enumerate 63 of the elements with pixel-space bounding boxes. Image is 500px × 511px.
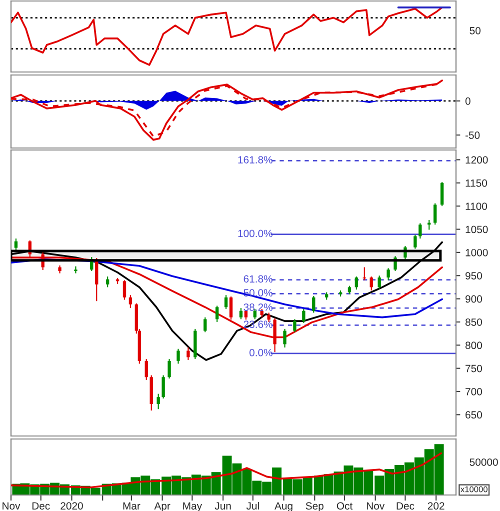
candlestick bbox=[215, 305, 219, 323]
candlestick bbox=[74, 266, 78, 274]
y-tick-label: 750 bbox=[466, 364, 482, 372]
candlestick bbox=[176, 348, 180, 364]
annotation: 161.8% bbox=[238, 156, 272, 164]
candlestick bbox=[122, 280, 126, 300]
candlestick bbox=[106, 276, 110, 288]
candlestick bbox=[302, 308, 306, 324]
candlestick bbox=[14, 238, 18, 251]
line-series bbox=[11, 241, 443, 361]
y-tick-label: 700 bbox=[466, 388, 482, 396]
candlestick bbox=[204, 316, 207, 333]
candlestick bbox=[354, 276, 358, 290]
candlestick bbox=[370, 276, 373, 292]
candlestick bbox=[434, 202, 437, 226]
y-tick-label: 1150 bbox=[466, 179, 488, 187]
x-tick-label: Dec bbox=[396, 502, 414, 510]
y-tick-label: 800 bbox=[465, 342, 482, 350]
x-tick-label: 202 bbox=[428, 502, 444, 510]
candlestick bbox=[362, 266, 366, 281]
y-tick-label: 650 bbox=[466, 411, 482, 419]
candlestick bbox=[186, 346, 190, 361]
annotation: 38.2% bbox=[244, 303, 272, 311]
candlestick bbox=[378, 275, 381, 290]
annotation: 50.0% bbox=[244, 289, 272, 296]
text: 50000 bbox=[470, 458, 498, 466]
candlestick bbox=[224, 294, 228, 310]
annotation: 0.0% bbox=[249, 348, 272, 356]
y-tick-label: 1200 bbox=[466, 156, 488, 164]
x-tick-label: Nov bbox=[366, 502, 385, 510]
x-tick-label: Jun bbox=[214, 502, 231, 510]
y-tick-label: 950 bbox=[466, 272, 482, 280]
y-tick-label: 850 bbox=[465, 318, 482, 326]
candlestick bbox=[440, 181, 444, 207]
y-tick-label: 1050 bbox=[466, 226, 488, 234]
candlestick bbox=[293, 318, 296, 333]
y-tick-label: 1000 bbox=[466, 248, 488, 256]
candlestick bbox=[128, 294, 132, 309]
candlestick bbox=[414, 234, 417, 250]
y-tick-label: 1100 bbox=[466, 202, 488, 210]
candlestick bbox=[386, 268, 390, 281]
x-tick-label: Mar bbox=[123, 502, 140, 510]
y-tick-label: 900 bbox=[466, 295, 482, 303]
y-tick-label: 0 bbox=[465, 97, 470, 105]
x-tick-label: Oct bbox=[336, 502, 353, 510]
x-tick-label: Nov bbox=[2, 502, 20, 510]
text: 50 bbox=[470, 26, 481, 34]
candlestick bbox=[229, 296, 233, 320]
text: x10000 bbox=[460, 486, 488, 492]
y-tick-label: -50 bbox=[465, 132, 480, 139]
candlestick bbox=[144, 358, 148, 380]
x-tick-label: 2020 bbox=[60, 502, 83, 510]
candlestick bbox=[418, 222, 422, 240]
x-tick-label: Dec bbox=[32, 502, 50, 510]
candlestick bbox=[168, 358, 171, 380]
candlestick bbox=[312, 295, 316, 314]
candlestick bbox=[239, 308, 243, 320]
candlestick bbox=[283, 328, 286, 348]
x-tick-label: Jul bbox=[246, 502, 259, 510]
candlestick bbox=[156, 393, 160, 410]
candlestick bbox=[162, 374, 165, 400]
annotation: 100.0% bbox=[238, 230, 272, 238]
annotation: 61.8% bbox=[244, 275, 272, 283]
